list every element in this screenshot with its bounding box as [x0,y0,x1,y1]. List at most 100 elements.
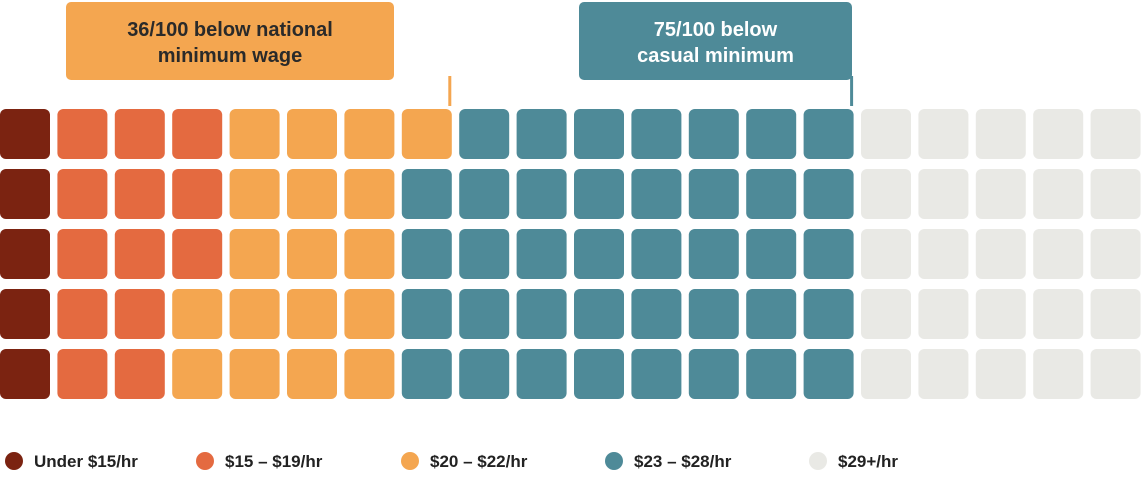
waffle-cell [574,289,624,339]
waffle-cell [975,349,1026,399]
waffle-cell [114,109,165,159]
waffle-cell [401,169,452,219]
waffle-cell [459,349,510,399]
waffle-cell [459,229,510,279]
waffle-cell [459,289,510,339]
waffle-cell [401,229,452,279]
waffle-cell [631,109,682,159]
waffle-cell [803,229,854,279]
legend-label: $15 – $19/hr [225,452,323,471]
waffle-cell [229,289,280,339]
annotation-text: 36/100 below national [127,19,333,41]
waffle-cell [803,289,854,339]
waffle-cell [172,169,223,219]
waffle-cell [918,169,969,219]
legend-label: $29+/hr [838,452,898,471]
waffle-cell [0,109,50,159]
waffle-cell [746,229,797,279]
waffle-cell [0,289,50,339]
waffle-cell [631,229,682,279]
waffle-cell [287,109,337,159]
waffle-cell [0,349,50,399]
waffle-cell [516,169,567,219]
waffle-cell [57,109,108,159]
waffle-grid [0,109,1141,399]
waffle-cell [1090,349,1141,399]
waffle-cell [574,349,624,399]
waffle-cell [344,169,395,219]
annotation-text: minimum wage [158,45,302,67]
waffle-cell [631,289,682,339]
legend-item: Under $15/hr [5,452,138,471]
waffle-cell [688,109,739,159]
legend-label: Under $15/hr [34,452,138,471]
waffle-cell [574,109,624,159]
waffle-cell [287,169,337,219]
waffle-cell [516,109,567,159]
waffle-cell [229,229,280,279]
waffle-cell [1090,289,1141,339]
annotation-callout: 36/100 below national minimum wage [66,2,452,106]
waffle-cell [688,169,739,219]
waffle-cell [746,169,797,219]
waffle-cell [803,169,854,219]
waffle-cell [516,229,567,279]
annotation-callout: 75/100 below casual minimum [579,2,854,106]
waffle-cell [1033,229,1084,279]
legend-label: $20 – $22/hr [430,452,528,471]
waffle-cell [803,349,854,399]
waffle-cell [1090,229,1141,279]
waffle-cell [114,349,165,399]
waffle-cell [57,289,108,339]
waffle-cell [0,169,50,219]
waffle-cell [401,349,452,399]
legend-item: $20 – $22/hr [401,452,528,471]
waffle-cell [401,109,452,159]
waffle-cell [516,289,567,339]
waffle-cell [114,169,165,219]
annotations: 36/100 below national minimum wage 75/100 … [66,2,854,106]
waffle-cell [688,289,739,339]
waffle-cell [287,349,337,399]
waffle-cell [516,349,567,399]
waffle-cell [1090,169,1141,219]
waffle-cell [975,109,1026,159]
waffle-cell [344,109,395,159]
waffle-cell [172,229,223,279]
annotation-text: casual minimum [637,45,794,67]
legend-swatch [809,452,827,470]
legend-item: $23 – $28/hr [605,452,732,471]
legend-label: $23 – $28/hr [634,452,732,471]
waffle-cell [918,109,969,159]
waffle-cell [975,289,1026,339]
waffle-cell [631,169,682,219]
waffle-cell [287,289,337,339]
waffle-cell [574,229,624,279]
legend-item: $29+/hr [809,452,898,471]
waffle-cell [57,169,108,219]
waffle-cell [344,349,395,399]
waffle-cell [803,109,854,159]
waffle-cell [1033,349,1084,399]
legend-swatch [196,452,214,470]
waffle-cell [975,229,1026,279]
waffle-cell [1090,109,1141,159]
waffle-cell [172,109,223,159]
waffle-cell [287,229,337,279]
waffle-cell [344,289,395,339]
annotation-box [579,2,852,80]
annotation-text: 75/100 below [654,19,778,41]
waffle-cell [57,229,108,279]
waffle-cell [344,229,395,279]
waffle-cell [229,349,280,399]
waffle-cell [631,349,682,399]
legend-item: $15 – $19/hr [196,452,323,471]
waffle-cell [861,349,911,399]
waffle-cell [0,229,50,279]
waffle-cell [229,109,280,159]
waffle-cell [861,289,911,339]
waffle-cell [918,229,969,279]
waffle-cell [918,289,969,339]
waffle-cell [114,289,165,339]
